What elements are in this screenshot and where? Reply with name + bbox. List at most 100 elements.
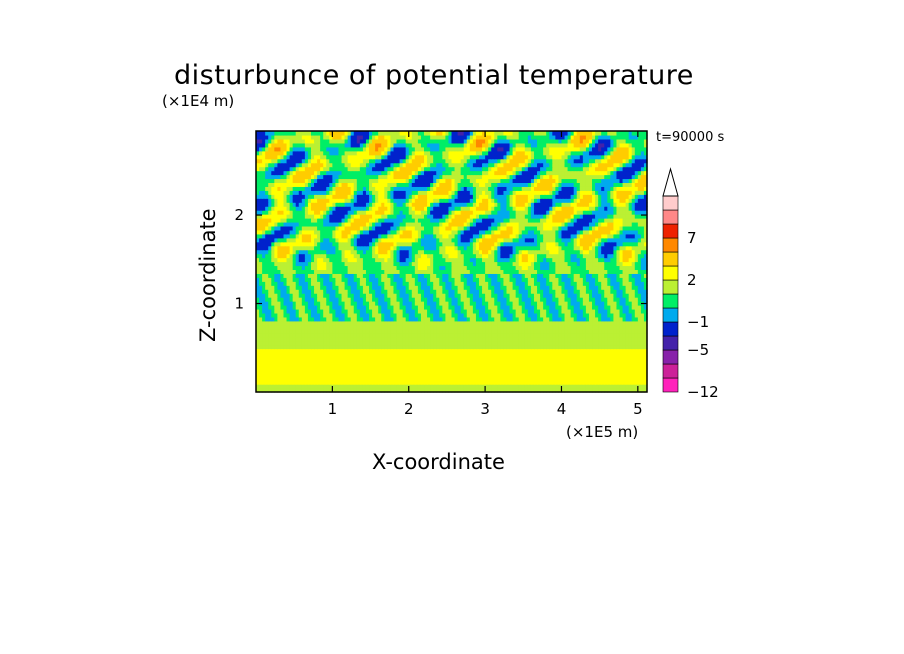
field-cell <box>506 340 511 346</box>
field-cell <box>390 293 395 298</box>
field-cell <box>512 320 517 326</box>
field-cell <box>396 364 401 369</box>
field-cell <box>414 316 419 322</box>
field-cell <box>616 344 621 350</box>
field-cell <box>408 368 413 373</box>
field-cell <box>341 388 346 393</box>
field-cell <box>478 237 483 243</box>
field-cell <box>488 237 492 243</box>
field-cell <box>628 388 633 393</box>
field-cell <box>332 372 337 377</box>
field-cell <box>582 328 587 334</box>
field-cell <box>396 320 401 326</box>
field-cell <box>561 380 566 385</box>
field-cell <box>332 356 337 361</box>
field-cell <box>497 281 501 286</box>
field-cell <box>558 241 563 247</box>
field-cell <box>579 253 584 259</box>
field-cell <box>280 324 285 330</box>
field-cell <box>537 261 541 267</box>
field-cell <box>430 352 434 358</box>
field-cell <box>341 265 346 271</box>
field-cell <box>365 348 370 354</box>
field-cell <box>414 261 419 267</box>
field-cell <box>442 340 446 346</box>
field-cell <box>402 253 407 259</box>
field-cell <box>408 384 413 389</box>
field-cell <box>433 320 437 326</box>
field-cell <box>512 293 517 298</box>
field-cell <box>375 245 379 251</box>
field-cell <box>292 237 297 243</box>
field-cell <box>277 237 282 243</box>
field-cell <box>356 253 361 259</box>
field-cell <box>359 316 364 322</box>
field-cell <box>326 316 330 322</box>
field-cell <box>527 312 532 318</box>
field-cell <box>396 257 401 263</box>
field-cell <box>329 237 333 243</box>
field-cell <box>537 368 541 373</box>
field-cell <box>384 269 388 274</box>
field-cell <box>350 289 355 294</box>
field-cell <box>295 293 300 298</box>
field-cell <box>359 372 364 377</box>
field-cell <box>637 308 642 314</box>
field-cell <box>595 384 599 389</box>
field-cell <box>460 332 465 338</box>
field-cell <box>283 312 288 318</box>
field-cell <box>555 380 560 385</box>
field-cell <box>390 277 395 282</box>
field-cell <box>570 281 575 286</box>
field-cell <box>500 237 505 243</box>
field-cell <box>604 380 608 385</box>
field-cell <box>430 388 434 393</box>
field-cell <box>448 356 453 361</box>
field-cell <box>411 324 416 330</box>
field-cell <box>500 348 505 354</box>
field-cell <box>592 257 596 263</box>
field-cell <box>280 336 285 342</box>
y-axis-unit: (×1E4 m) <box>162 92 235 110</box>
field-cell <box>515 241 520 247</box>
field-cell <box>576 301 581 306</box>
field-cell <box>637 312 642 318</box>
field-cell <box>564 281 569 286</box>
field-cell <box>546 297 550 302</box>
field-cell <box>631 348 636 354</box>
field-cell <box>344 273 349 278</box>
field-cell <box>259 376 263 381</box>
field-cell <box>622 285 627 290</box>
field-cell <box>439 293 443 298</box>
field-cell <box>384 285 388 290</box>
field-cell <box>320 308 324 314</box>
field-cell <box>445 344 450 350</box>
field-cell <box>595 368 599 373</box>
field-cell <box>564 237 569 243</box>
field-cell <box>607 372 611 377</box>
field-cell <box>478 241 483 247</box>
field-cell <box>466 348 471 354</box>
field-cell <box>579 269 584 274</box>
field-cell <box>515 380 520 385</box>
field-cell <box>543 285 547 290</box>
field-cell <box>356 289 361 294</box>
field-cell <box>420 324 425 330</box>
field-cell <box>616 297 621 302</box>
field-cell <box>558 285 563 290</box>
field-cell <box>314 308 318 314</box>
field-cell <box>436 277 440 282</box>
field-cell <box>509 305 514 310</box>
field-cell <box>540 289 544 294</box>
field-cell <box>463 253 468 259</box>
field-cell <box>454 340 459 346</box>
field-cell <box>564 273 569 278</box>
field-cell <box>317 380 321 385</box>
field-cell <box>515 336 520 342</box>
field-cell <box>601 364 605 369</box>
field-cell <box>350 388 355 393</box>
field-cell <box>317 368 321 373</box>
field-cell <box>564 269 569 274</box>
field-cell <box>365 328 370 334</box>
field-cell <box>579 265 584 271</box>
